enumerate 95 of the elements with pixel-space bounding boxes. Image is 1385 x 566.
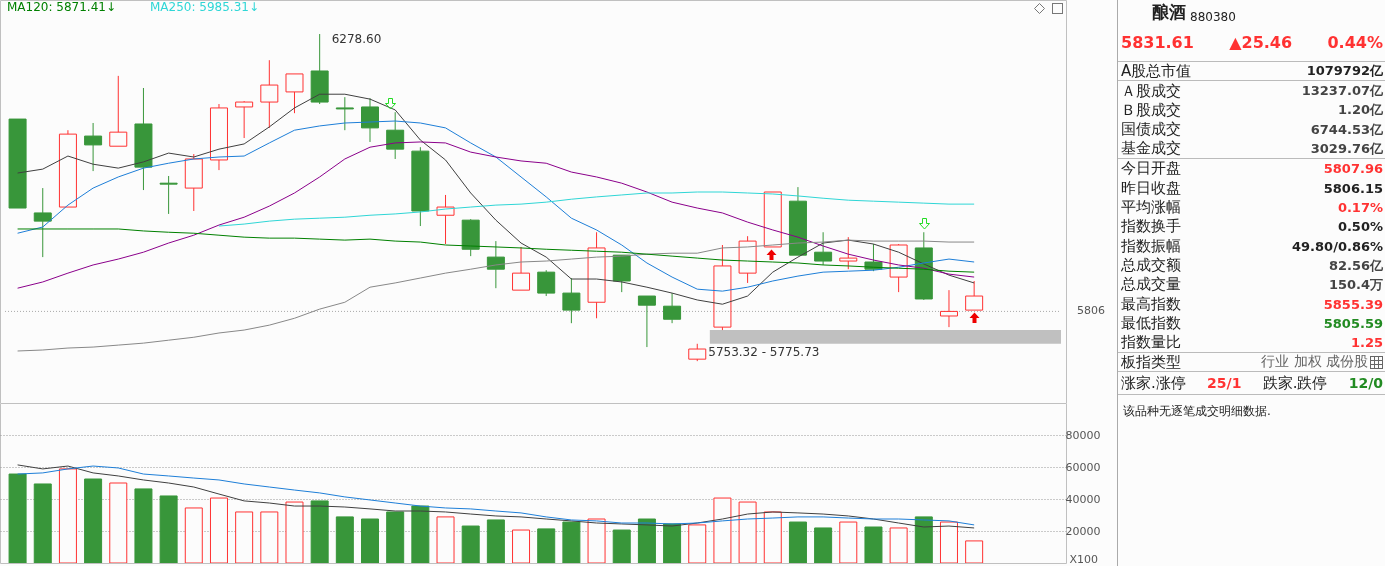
bar: [562, 521, 581, 563]
text: 行业 加权 成份股: [1261, 353, 1368, 370]
candlestick: [285, 73, 304, 114]
bar: [814, 527, 833, 563]
bar: [8, 473, 27, 563]
category-label: 基金成交: [1121, 139, 1181, 159]
candlestick: [134, 87, 153, 191]
bar: [84, 478, 103, 563]
category-label: 指数量比: [1121, 333, 1181, 353]
bar: [663, 523, 682, 563]
category-label: 总成交额: [1121, 256, 1181, 276]
text: 150.4万: [1328, 276, 1383, 292]
annotation: 6278.60: [331, 32, 382, 47]
bar: [134, 488, 153, 563]
candlestick: [8, 118, 27, 209]
text: 12/0: [1348, 375, 1383, 392]
text: 3029.76亿: [1310, 140, 1383, 156]
bar: [788, 521, 807, 563]
text: 5806: [1077, 304, 1105, 318]
text: 1.20亿: [1337, 102, 1383, 118]
text: 1.25: [1350, 335, 1383, 351]
candlestick: [260, 59, 279, 129]
text: 49.80/0.86%: [1292, 238, 1383, 254]
bar: [486, 519, 505, 563]
text: 5805.59: [1323, 316, 1383, 332]
category-label: 昨日收盘: [1121, 178, 1181, 198]
text: 该品种无逐笔成交明细数据.: [1122, 403, 1272, 421]
text: 跌家.跌停: [1262, 373, 1328, 393]
text: 6744.53亿: [1310, 121, 1383, 137]
text: 880380: [1190, 10, 1236, 24]
candlestick: [109, 75, 128, 147]
y-tick-label: 40000: [1065, 492, 1101, 506]
category-label: 平均涨幅: [1121, 197, 1181, 217]
text: 5831.61: [1121, 33, 1194, 52]
category-label: Ｂ股成交: [1121, 100, 1181, 120]
candlestick: [788, 186, 807, 256]
text: 0.50%: [1337, 219, 1383, 235]
text: 82.56亿: [1328, 257, 1383, 273]
bar: [386, 511, 405, 563]
candlestick: [512, 246, 531, 291]
bar: [411, 505, 430, 563]
category-label: 板指类型: [1121, 352, 1181, 372]
text: 13237.07亿: [1301, 83, 1383, 99]
text: 涨家.涨停: [1121, 373, 1186, 393]
band-label: 5753.32 - 5775.73: [708, 344, 820, 359]
bar: [159, 495, 178, 563]
candlestick: [58, 129, 77, 208]
text: MA120: 5871.41↓: [7, 0, 117, 14]
candlestick: [159, 175, 178, 215]
text: 1079792亿: [1306, 63, 1383, 79]
text: 5855.39: [1323, 296, 1383, 312]
candlestick: [587, 231, 606, 319]
bar: [461, 525, 480, 563]
text: 0.17%: [1337, 199, 1383, 215]
category-label: 指数换手: [1121, 217, 1181, 237]
y-tick-label: 20000: [1065, 524, 1101, 538]
bar: [864, 526, 883, 563]
candlestick: [814, 231, 833, 266]
category-label: A股总市值: [1121, 61, 1192, 81]
text: 25/1: [1207, 375, 1242, 392]
bar: [361, 518, 380, 563]
category-label: 今日开盘: [1121, 159, 1181, 179]
category-label: Ａ股成交: [1121, 81, 1181, 101]
candlestick: [33, 187, 52, 258]
text: 酿酒: [1152, 1, 1186, 24]
category-label: 最高指数: [1121, 294, 1181, 314]
bar: [335, 516, 354, 563]
bar: [537, 528, 556, 563]
text: 0.44%: [1327, 33, 1383, 52]
bar: [33, 483, 52, 563]
text: MA250: 5985.31↓: [150, 0, 260, 14]
text: 5806.15: [1323, 180, 1383, 196]
text: 5807.96: [1323, 161, 1383, 177]
candlestick: [335, 96, 354, 131]
y-tick-label: 60000: [1065, 460, 1101, 474]
bar: [914, 516, 933, 563]
category-label: 指数振幅: [1121, 236, 1181, 256]
candlestick: [965, 280, 984, 311]
candlestick: [939, 289, 958, 328]
bar: [612, 529, 631, 563]
bar: [637, 518, 656, 563]
text: ▲25.46: [1229, 33, 1293, 52]
candlestick: [84, 122, 103, 172]
category-label: 总成交量: [1121, 275, 1181, 295]
y-tick-label: 80000: [1065, 428, 1101, 442]
category-label: 最低指数: [1121, 314, 1181, 334]
candlestick: [663, 292, 682, 324]
category-label: 国债成交: [1121, 120, 1181, 140]
candlestick: [763, 191, 782, 248]
candlestick: [209, 103, 228, 171]
y-axis-title: X100: [1069, 552, 1099, 566]
candlestick: [436, 194, 455, 245]
candlestick: [361, 97, 380, 143]
candlestick: [637, 295, 656, 348]
bar: [310, 500, 329, 563]
